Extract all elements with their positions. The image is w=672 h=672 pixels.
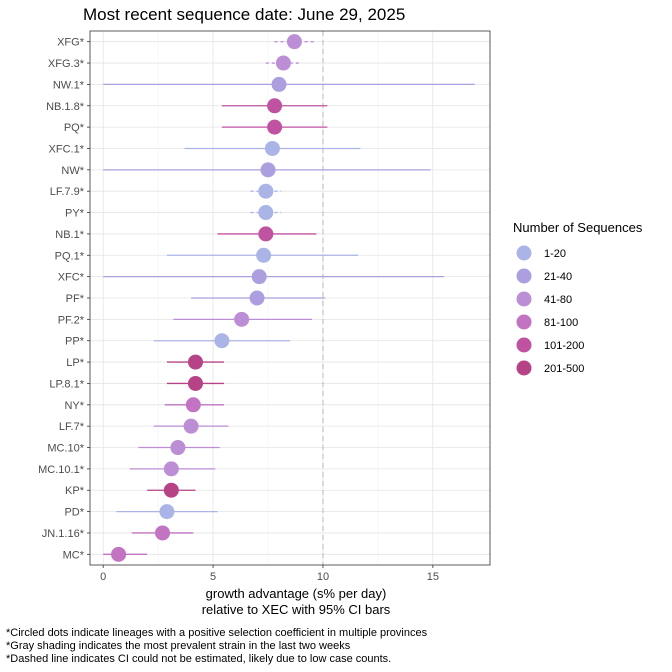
legend: Number of Sequences 1-20 21-40 41-80 81-100…	[513, 220, 643, 376]
y-tick-label: XFC.1*	[49, 143, 85, 155]
y-tick-label: LF.7*	[59, 421, 85, 433]
legend-swatch	[516, 245, 532, 261]
x-axis-title-line1: growth advantage (s% per day)	[206, 586, 387, 601]
data-point	[234, 311, 250, 327]
x-tick-label: 0	[100, 571, 106, 583]
legend-swatch	[516, 314, 532, 330]
data-point	[267, 98, 283, 114]
data-point	[256, 247, 272, 263]
legend-title: Number of Sequences	[513, 220, 643, 235]
y-tick-label: MC*	[63, 549, 85, 561]
y-tick-label: MC.10.1*	[38, 464, 85, 476]
data-point	[271, 76, 287, 92]
y-tick-label: NB.1*	[55, 229, 84, 241]
data-point	[183, 418, 199, 434]
data-point	[187, 354, 203, 370]
y-tick-label: NW.1*	[53, 79, 85, 91]
data-point	[258, 226, 274, 242]
y-tick-label: XFG*	[57, 37, 85, 49]
y-tick-label: XFC*	[58, 272, 85, 284]
legend-label: 41-80	[544, 294, 572, 306]
x-axis-ticks: 0 5 10 15	[100, 565, 439, 583]
legend-label: 21-40	[544, 271, 572, 283]
legend-swatch	[516, 268, 532, 284]
legend-swatch	[516, 337, 532, 353]
legend-swatch	[516, 360, 532, 376]
data-point	[258, 183, 274, 199]
legend-label: 81-100	[544, 317, 578, 329]
y-tick-label: PQ*	[64, 122, 85, 134]
data-point	[111, 546, 127, 562]
y-tick-label: PP*	[65, 336, 85, 348]
plot-panel	[89, 30, 491, 566]
x-tick-label: 5	[210, 571, 216, 583]
y-tick-label: MC.10*	[47, 443, 84, 455]
chart-title: Most recent sequence date: June 29, 2025	[83, 5, 405, 24]
y-tick-label: PF*	[66, 293, 85, 305]
data-point	[214, 333, 230, 349]
data-point	[159, 504, 175, 520]
y-tick-label: LF.7.9*	[50, 186, 85, 198]
legend-swatch	[516, 291, 532, 307]
y-tick-label: PQ.1*	[55, 250, 85, 262]
data-point	[163, 482, 179, 498]
footnote-3: *Dashed line indicates CI could not be e…	[6, 653, 391, 665]
data-point	[275, 55, 291, 71]
y-axis-ticks: XFG* XFG.3* NW.1* NB.1.8* PQ* XFC.1* NW* LF.7.9…	[38, 37, 90, 561]
legend-label: 101-200	[544, 340, 584, 352]
x-axis-title-line2: relative to XEC with 95% CI bars	[202, 602, 391, 617]
y-tick-label: PD*	[64, 507, 84, 519]
data-point	[286, 34, 302, 50]
data-point	[249, 290, 265, 306]
data-point	[251, 269, 267, 285]
x-tick-label: 15	[427, 571, 439, 583]
y-tick-label: JN.1.16*	[42, 528, 85, 540]
y-tick-label: KP*	[65, 485, 85, 497]
data-point	[163, 461, 179, 477]
x-tick-label: 10	[317, 571, 329, 583]
data-point	[264, 140, 280, 156]
data-point	[187, 375, 203, 391]
y-tick-label: XFG.3*	[48, 58, 85, 70]
data-point	[260, 162, 276, 178]
data-point	[267, 119, 283, 135]
y-tick-label: PF.2*	[58, 314, 85, 326]
y-tick-label: NB.1.8*	[46, 101, 85, 113]
legend-label: 1-20	[544, 248, 566, 260]
y-tick-label: NW*	[61, 165, 84, 177]
y-tick-label: PY*	[65, 208, 85, 220]
data-point	[155, 525, 171, 541]
y-tick-label: LP.8.1*	[49, 378, 84, 390]
data-point	[185, 397, 201, 413]
data-point	[258, 205, 274, 221]
y-tick-label: NY*	[64, 400, 84, 412]
footnote-2: *Gray shading indicates the most prevale…	[6, 640, 351, 652]
y-tick-label: LP*	[66, 357, 84, 369]
data-point	[170, 440, 186, 456]
legend-label: 201-500	[544, 363, 584, 375]
footnote-1: *Circled dots indicate lineages with a p…	[6, 627, 428, 639]
